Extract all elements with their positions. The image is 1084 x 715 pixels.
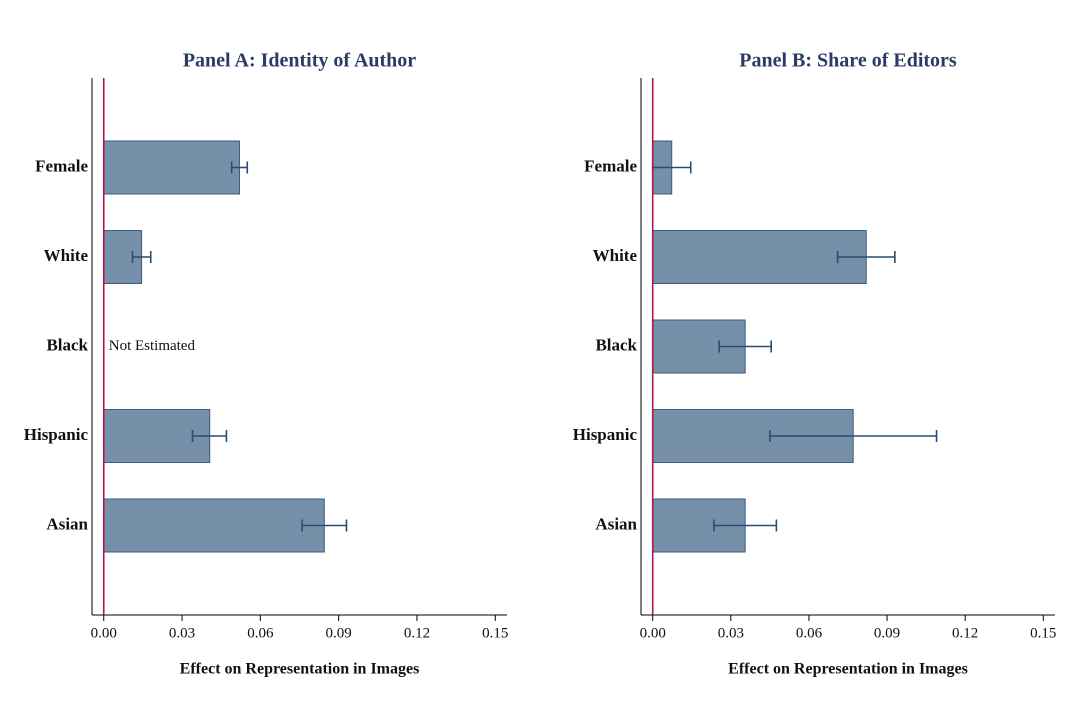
error-bar <box>191 430 228 442</box>
error-bar <box>769 430 938 442</box>
error-bar <box>713 519 778 532</box>
x-tick-label: 0.15 <box>1030 625 1056 641</box>
x-tick-label: 0.00 <box>91 625 117 641</box>
panel-title: Panel A: Identity of Author <box>183 50 416 72</box>
y-tick-label: Asian <box>46 514 88 533</box>
annotation: Not Estimated <box>109 338 196 354</box>
y-tick-label: Asian <box>595 514 637 533</box>
x-axis-label: Effect on Representation in Images <box>728 661 968 678</box>
y-tick-label: Female <box>584 156 637 175</box>
x-tick-label: 0.06 <box>796 625 823 641</box>
x-tick-label: 0.06 <box>247 625 274 641</box>
y-tick-label: Hispanic <box>573 425 638 444</box>
x-tick-label: 0.00 <box>640 625 666 641</box>
y-tick-label: Female <box>35 156 88 175</box>
bar <box>103 140 240 195</box>
error-bar <box>301 519 348 532</box>
y-tick-label: Black <box>595 335 637 354</box>
x-tick-label: 0.12 <box>952 625 978 641</box>
x-tick-label: 0.03 <box>718 625 744 641</box>
bar <box>103 498 325 553</box>
x-tick-label: 0.03 <box>169 625 195 641</box>
y-tick-label: White <box>44 246 89 265</box>
y-tick-label: White <box>593 246 638 265</box>
error-bar <box>230 161 249 174</box>
y-tick-label: Hispanic <box>24 425 89 444</box>
x-axis-label: Effect on Representation in Images <box>180 661 420 678</box>
panel-title: Panel B: Share of Editors <box>739 50 957 72</box>
x-tick-label: 0.15 <box>482 625 508 641</box>
error-bar <box>718 340 772 353</box>
x-tick-label: 0.09 <box>326 625 352 641</box>
x-tick-label: 0.09 <box>874 625 900 641</box>
x-tick-label: 0.12 <box>404 625 430 641</box>
error-bar <box>131 251 152 263</box>
y-tick-label: Black <box>46 335 88 354</box>
bar <box>652 230 867 284</box>
error-bar <box>836 251 896 263</box>
